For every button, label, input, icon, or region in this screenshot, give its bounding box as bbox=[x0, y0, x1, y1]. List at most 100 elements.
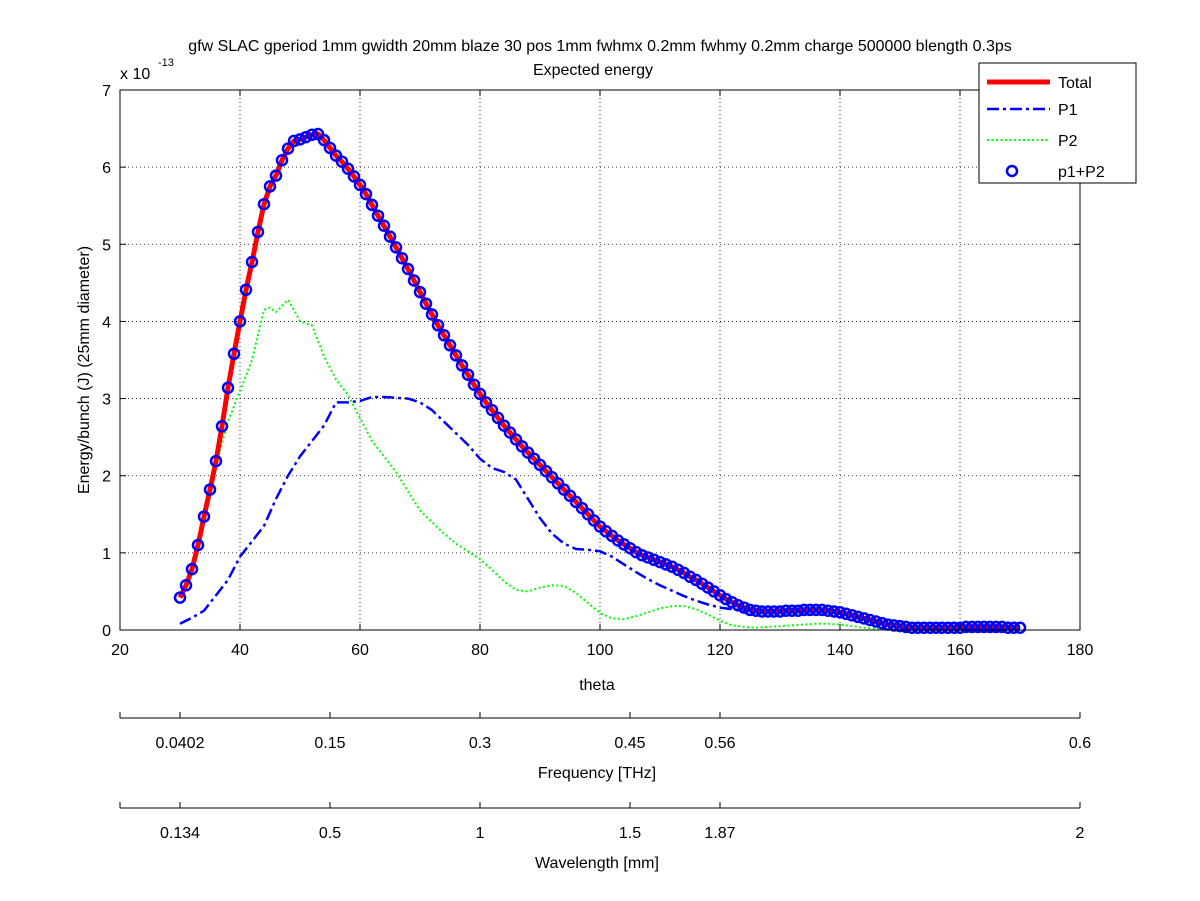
data-point-marker bbox=[473, 387, 487, 401]
data-point-marker bbox=[833, 606, 847, 619]
data-point-marker bbox=[683, 570, 697, 584]
data-point-marker bbox=[503, 426, 517, 439]
x-tick-labels: 20 40 60 80 100 120 140 160 180 bbox=[111, 642, 1093, 659]
data-point-marker bbox=[257, 197, 271, 211]
data-point-marker bbox=[923, 621, 937, 634]
legend-entry-p1: P1 bbox=[987, 102, 1078, 119]
data-point-marker bbox=[203, 483, 217, 496]
x-tick-label: 80 bbox=[471, 642, 489, 659]
data-point-marker bbox=[971, 620, 985, 634]
data-point-marker bbox=[341, 162, 355, 175]
data-point-marker bbox=[851, 610, 865, 624]
data-point-marker bbox=[635, 548, 649, 562]
data-point-marker bbox=[953, 621, 967, 634]
y-axis-label: Energy/bunch (J) (25mm diameter) bbox=[76, 246, 93, 494]
data-point-marker bbox=[347, 170, 361, 183]
data-point-marker bbox=[893, 619, 907, 633]
data-point-marker bbox=[209, 454, 223, 468]
data-point-marker bbox=[917, 621, 931, 634]
data-point-marker bbox=[905, 621, 919, 634]
data-point-marker bbox=[455, 359, 469, 372]
data-point-marker bbox=[815, 603, 829, 617]
secondary-axis-tick-label: 0.5 bbox=[319, 825, 341, 842]
y-tick-label: 3 bbox=[102, 392, 111, 409]
data-point-marker bbox=[767, 605, 781, 618]
data-point-marker bbox=[899, 620, 913, 634]
data-point-marker bbox=[185, 562, 199, 576]
data-point-marker bbox=[245, 255, 259, 269]
legend-entry-total: Total bbox=[987, 75, 1092, 92]
data-point-marker bbox=[383, 230, 397, 243]
data-point-marker bbox=[761, 605, 775, 618]
data-point-marker bbox=[719, 592, 733, 606]
data-point-marker bbox=[263, 180, 277, 193]
data-point-marker bbox=[983, 620, 997, 634]
data-point-marker bbox=[497, 419, 511, 432]
data-point-marker bbox=[653, 555, 667, 569]
legend: Total P1 P2 p1+P2 bbox=[978, 62, 1137, 184]
data-point-marker bbox=[737, 601, 751, 614]
data-point-marker bbox=[641, 551, 655, 564]
legend-label: P1 bbox=[1058, 102, 1078, 119]
data-point-marker bbox=[875, 616, 889, 630]
secondary-axis-1: 0.0402 0.15 0.3 0.45 0.56 0.6 Frequency [THz] bbox=[119, 712, 1091, 782]
data-point-marker bbox=[431, 319, 445, 332]
data-point-marker bbox=[449, 349, 463, 362]
legend-label: p1+P2 bbox=[1058, 164, 1105, 181]
legend-entry-p2: P2 bbox=[987, 133, 1078, 150]
data-point-marker bbox=[215, 420, 229, 433]
series-p2-line bbox=[215, 298, 901, 631]
data-point-marker bbox=[275, 153, 289, 167]
data-point-marker bbox=[989, 620, 1003, 634]
data-point-marker bbox=[179, 579, 193, 592]
data-point-marker bbox=[797, 603, 811, 617]
secondary-axis-tick-label: 1.5 bbox=[619, 825, 641, 842]
data-point-marker bbox=[665, 560, 679, 573]
data-point-marker bbox=[845, 609, 859, 622]
data-point-marker bbox=[197, 510, 211, 523]
data-point-marker bbox=[335, 155, 349, 168]
data-point-marker bbox=[221, 381, 235, 395]
data-point-marker bbox=[389, 241, 403, 254]
y-multiplier-base: x 10 bbox=[120, 66, 150, 83]
data-point-marker bbox=[371, 209, 385, 222]
data-point-marker bbox=[269, 169, 283, 182]
data-point-marker bbox=[287, 134, 301, 148]
data-point-marker bbox=[791, 604, 805, 617]
data-point-marker bbox=[1001, 621, 1015, 634]
data-point-marker bbox=[839, 607, 853, 621]
y-tick-labels: 0 1 2 3 4 5 6 7 bbox=[102, 83, 111, 640]
secondary-axis-tick-label: 0.3 bbox=[469, 735, 491, 752]
data-point-marker bbox=[413, 285, 427, 299]
data-point-marker bbox=[935, 621, 949, 634]
plot-area bbox=[119, 89, 1081, 634]
data-point-marker bbox=[827, 605, 841, 618]
data-point-marker bbox=[647, 553, 661, 567]
data-point-marker bbox=[227, 347, 241, 361]
legend-label: P2 bbox=[1058, 133, 1078, 150]
x-axis-label: theta bbox=[579, 677, 615, 694]
data-point-marker bbox=[305, 128, 319, 141]
data-point-marker bbox=[293, 133, 307, 146]
data-point-marker bbox=[395, 251, 409, 265]
chart-title: gfw SLAC gperiod 1mm gwidth 20mm blaze 3… bbox=[188, 38, 1012, 55]
data-point-marker bbox=[365, 198, 379, 212]
data-point-marker bbox=[509, 433, 523, 446]
secondary-axis-tick-label: 2 bbox=[1076, 825, 1085, 842]
data-point-marker bbox=[1013, 621, 1027, 634]
data-point-marker bbox=[959, 620, 973, 634]
data-point-marker bbox=[323, 141, 337, 155]
y-tick-label: 6 bbox=[102, 160, 111, 177]
data-point-marker bbox=[317, 133, 331, 147]
data-point-marker bbox=[401, 262, 415, 276]
data-point-marker bbox=[929, 621, 943, 634]
x-tick-label: 60 bbox=[351, 642, 369, 659]
data-point-marker bbox=[869, 615, 883, 628]
data-point-marker bbox=[233, 315, 247, 328]
data-point-marker bbox=[755, 605, 769, 618]
x-tick-label: 160 bbox=[947, 642, 974, 659]
data-point-marker bbox=[299, 130, 313, 144]
data-point-marker bbox=[659, 558, 673, 571]
